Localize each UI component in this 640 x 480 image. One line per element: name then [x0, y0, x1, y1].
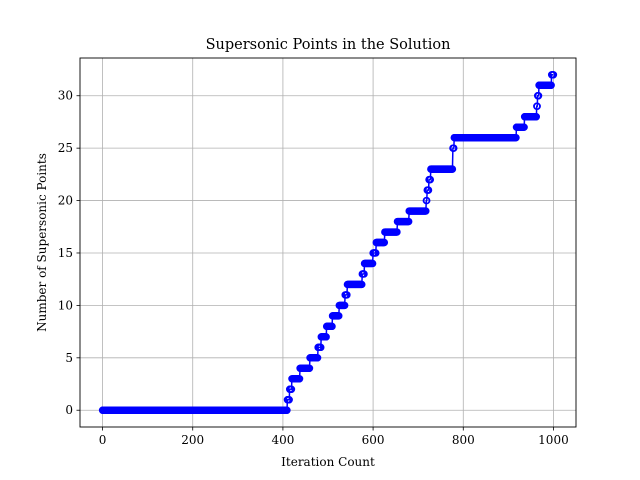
data-point [422, 207, 430, 215]
x-axis-label: Iteration Count [281, 455, 375, 469]
data-point [360, 270, 368, 278]
y-tick-label: 15 [58, 246, 73, 260]
data-point [512, 133, 520, 142]
data-point [305, 364, 314, 372]
data-point [423, 196, 431, 205]
y-tick-label: 20 [58, 194, 73, 208]
y-tick-label: 10 [58, 298, 73, 312]
data-point [285, 396, 293, 404]
data-point [295, 375, 304, 383]
data-point [424, 186, 433, 194]
data-point [448, 165, 457, 173]
data-point [335, 312, 343, 320]
chart-title: Supersonic Points in the Solution [206, 37, 451, 53]
axis-ticks: 0 200 400 600 800 1000 0 5 10 15 20 25 30 [58, 89, 569, 447]
data-point [450, 144, 458, 152]
data-point [393, 228, 401, 236]
y-tick-label: 30 [58, 89, 73, 103]
data-point [283, 406, 291, 414]
data-point [340, 301, 349, 310]
data-point [317, 343, 325, 352]
series [98, 71, 558, 414]
x-tick-label: 200 [181, 433, 204, 447]
y-tick-label: 5 [65, 351, 73, 365]
x-tick-label: 800 [452, 433, 475, 447]
data-point [405, 217, 413, 226]
data-point [328, 322, 336, 331]
x-tick-label: 1000 [538, 433, 569, 447]
data-point [372, 249, 380, 257]
data-point [549, 71, 558, 79]
data-point [547, 81, 555, 89]
data-point [426, 175, 435, 184]
y-tick-label: 25 [58, 141, 73, 155]
data-point [287, 385, 296, 393]
data-point [520, 123, 528, 131]
data-point [534, 92, 543, 100]
data-point [380, 238, 389, 247]
data-point [343, 291, 351, 299]
x-tick-label: 0 [99, 433, 107, 447]
data-point [322, 333, 330, 341]
y-axis-label: Number of Supersonic Points [35, 153, 49, 332]
x-tick-label: 400 [271, 433, 294, 447]
data-point [358, 280, 366, 289]
data-point [313, 354, 322, 362]
data-point [532, 112, 541, 121]
data-point [533, 102, 541, 110]
plot-frame [79, 57, 577, 428]
y-tick-label: 0 [65, 403, 73, 417]
data-point [368, 259, 377, 268]
grid [80, 58, 576, 427]
x-tick-label: 600 [362, 433, 385, 447]
